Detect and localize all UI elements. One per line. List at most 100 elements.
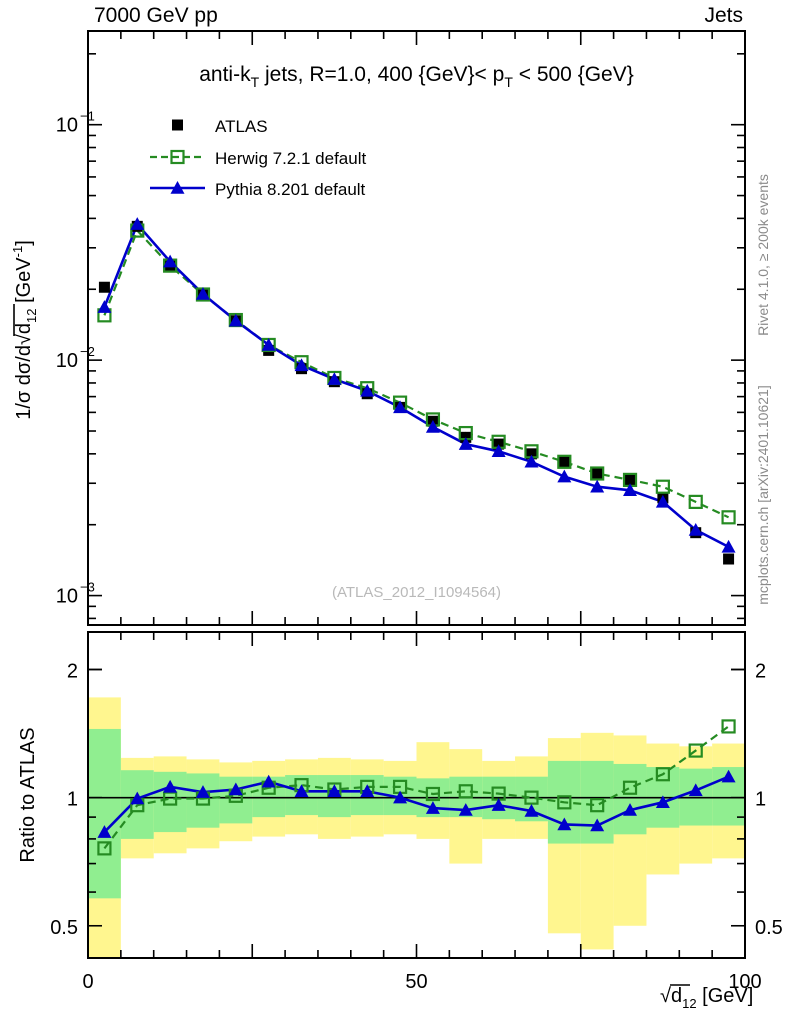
ratio-data-point (425, 786, 441, 802)
xlabel-group: √d12 [GeV] (660, 984, 753, 1011)
data-point (558, 456, 570, 468)
ratio-data-point (393, 790, 408, 804)
ratio-data-point (557, 817, 572, 831)
data-point (557, 454, 572, 469)
side-label-mcplots: mcplots.cern.ch [arXiv:2401.10621] (755, 385, 771, 604)
data-point (97, 300, 112, 313)
legend-marker (172, 119, 183, 131)
ratio-data-point (130, 791, 145, 805)
data-point (624, 474, 636, 486)
side-label-rivet: Rivet 4.1.0, ≥ 200k events (755, 174, 771, 336)
data-point (557, 469, 572, 483)
xtick-label: 50 (405, 971, 427, 993)
ratio-data-point (261, 774, 276, 788)
data-point (130, 217, 145, 230)
main-ytick-label-group: 10 −3 (56, 580, 95, 608)
data-point (688, 522, 703, 536)
ratio-uncertainty-bands (88, 697, 745, 958)
data-point (393, 400, 408, 414)
plot-title: anti-kT jets, R=1.0, 400 {GeV}< pT < 500… (199, 63, 634, 90)
data-point (590, 466, 605, 481)
ratio-data-point (294, 784, 309, 798)
legend: ATLAS Herwig 7.2.1 default Pythia 8.201 de… (150, 117, 366, 199)
ratio-ytick-label: 0.5 (50, 917, 78, 939)
legend-marker (170, 149, 185, 165)
data-point (163, 254, 178, 268)
dataset-watermark: (ATLAS_2012_I1094564) (332, 584, 501, 601)
ratio-data-point (557, 795, 572, 810)
data-point (590, 479, 605, 493)
ratio-data-point (721, 719, 736, 734)
data-point (721, 510, 736, 525)
ratio-data-point (425, 801, 440, 814)
ratio-data-point (360, 784, 375, 798)
xlabel: √d12 [GeV] (660, 985, 753, 1011)
legend-item: ATLAS (172, 117, 268, 136)
ratio-data-point (721, 769, 736, 783)
ratio-data-point (524, 804, 539, 817)
main-ytick-label-group: 10 −2 (56, 344, 95, 372)
main-ytick-label: 10 (56, 586, 78, 608)
data-point (425, 420, 440, 433)
legend-item: Pythia 8.201 default (150, 180, 366, 199)
ratio-data-point (458, 784, 473, 799)
legend-marker (170, 181, 185, 194)
ratio-ytick-label: 2 (67, 661, 78, 683)
ratio-data-point (688, 783, 703, 797)
main-ytick-exponent: −2 (80, 344, 95, 359)
ratio-data-point (97, 841, 112, 856)
ratio-data-point (655, 795, 670, 809)
ratio-data-point (524, 790, 539, 805)
ratio-data-point (228, 782, 243, 796)
uncertainty-band-inner (88, 728, 121, 899)
ratio-data-point (655, 767, 670, 782)
header-left-label: 7000 GeV pp (94, 4, 218, 27)
main-ytick-label: 10 (56, 350, 78, 372)
ratio-data-point (590, 798, 605, 813)
ratio-data-point (327, 784, 342, 798)
data-point (228, 313, 243, 327)
legend-label: Herwig 7.2.1 default (215, 149, 366, 168)
xtick-label: 0 (82, 971, 93, 993)
ratio-ytick-label-right: 1 (755, 789, 766, 811)
data-point (655, 494, 670, 508)
ratio-data-point (163, 779, 178, 793)
main-ytick-exponent: −1 (80, 109, 95, 124)
data-point (688, 494, 703, 509)
ratio-ytick-label-right: 0.5 (755, 917, 783, 939)
data-point (195, 286, 210, 300)
ratio-data-point (458, 803, 473, 816)
main-panel-series (97, 217, 736, 565)
main-ytick-label-group: 10 −1 (56, 109, 95, 137)
series-markers-herwig (97, 223, 736, 525)
ratio-data-point (195, 785, 210, 798)
ratio-ylabel: Ratio to ATLAS (17, 727, 39, 862)
data-point (525, 448, 537, 460)
data-point (524, 454, 539, 468)
ratio-data-point (623, 803, 638, 816)
data-point (491, 444, 506, 458)
data-point (591, 468, 603, 480)
main-ylabel: 1/σ dσ/d√d12 [GeV-1] (10, 240, 39, 420)
ratio-data-point (590, 818, 605, 832)
ratio-ytick-label-right: 2 (755, 661, 766, 683)
main-ytick-label: 10 (56, 115, 78, 137)
series-line-pythia (103, 221, 730, 549)
legend-label: ATLAS (215, 117, 268, 136)
header-right-label: Jets (704, 4, 743, 27)
data-point (98, 281, 110, 293)
series-markers-atlas (98, 220, 735, 565)
main-panel-frame (87, 30, 746, 626)
data-point (458, 437, 473, 450)
data-point (327, 372, 342, 385)
ratio-data-point (688, 743, 703, 758)
data-point (261, 337, 276, 351)
main-ytick-exponent: −3 (80, 580, 95, 595)
data-point (294, 358, 309, 372)
uncertainty-band-inner (186, 773, 220, 828)
ratio-data-point (622, 780, 638, 795)
data-point (723, 553, 735, 565)
main-ylabel-group: 1/σ dσ/d√d12 [GeV-1] (10, 240, 39, 420)
